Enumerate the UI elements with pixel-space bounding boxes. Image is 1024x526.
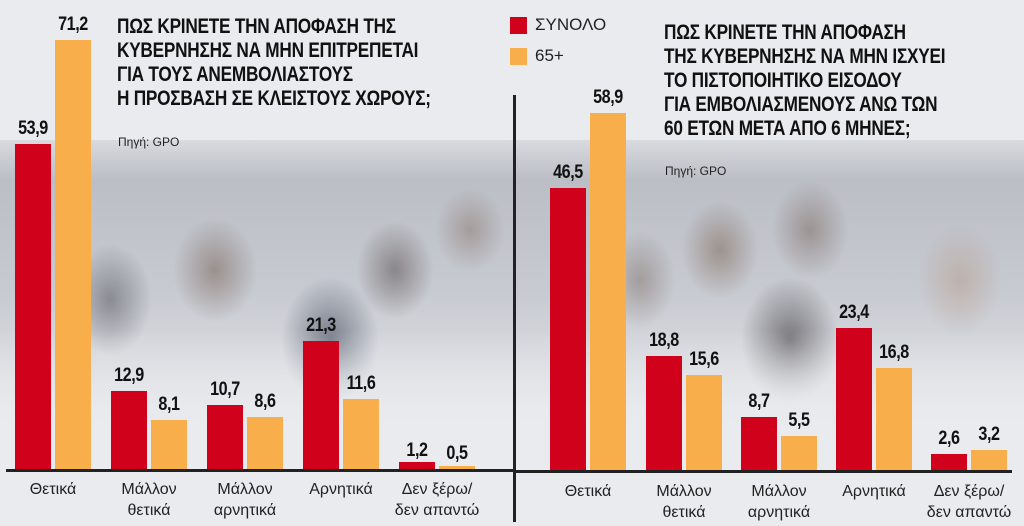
value-label: 11,6: [346, 373, 376, 394]
right-source: Πηγή: GPO: [665, 164, 727, 178]
legend-item-65plus: 65+: [510, 44, 606, 68]
value-label: 16,8: [879, 342, 909, 363]
legend: ΣΥΝΟΛΟ 65+: [510, 13, 606, 75]
photo-fade-top: [0, 120, 1024, 180]
value-label: 71,2: [58, 14, 88, 35]
bar-65-den-xero: [439, 466, 475, 469]
left-chart-title: ΠΩΣ ΚΡΙΝΕΤΕ ΤΗΝ ΑΠΟΦΑΣΗ ΤΗΣ ΚΥΒΕΡΝΗΣΗΣ Ν…: [117, 15, 431, 111]
bar-total-mallon-arnitika: [741, 417, 777, 470]
left-source: Πηγή: GPO: [118, 135, 180, 149]
bar-65-thetika: [590, 113, 626, 470]
title-line: ΓΙΑ ΕΜΒΟΛΙΑΣΜΕΝΟΥΣ ΑΝΩ ΤΩΝ: [664, 93, 938, 116]
bar-65-mallon-thetika: [686, 375, 722, 470]
value-label: 8,7: [748, 391, 770, 412]
category-label: Αρνητικά: [309, 481, 373, 498]
value-label: 5,5: [788, 410, 810, 431]
category-label: Μάλλον αρνητικά: [747, 483, 811, 521]
category-label: Δεν ξέρω/δεν απαντώ: [926, 483, 1012, 521]
category-label: Αρνητικά: [842, 483, 906, 500]
value-label: 58,9: [593, 87, 623, 108]
title-line: 60 ΕΤΩΝ ΜΕΤΑ ΑΠΟ 6 ΜΗΝΕΣ;: [664, 117, 911, 140]
bar-65-mallon-arnitika: [247, 417, 283, 469]
title-line: ΚΥΒΕΡΝΗΣΗΣ ΝΑ ΜΗΝ ΕΠΙΤΡΕΠΕΤΑΙ: [117, 39, 419, 62]
bar-total-den-xero: [399, 462, 435, 469]
bar-total-mallon-arnitika: [207, 405, 243, 469]
category-label: Θετικά: [564, 483, 612, 500]
value-label: 21,3: [306, 315, 336, 336]
value-label: 12,9: [114, 365, 144, 386]
value-label: 8,1: [158, 394, 180, 415]
right-chart-title: ΠΩΣ ΚΡΙΝΕΤΕ ΤΗΝ ΑΠΟΦΑΣΗ ΤΗΣ ΚΥΒΕΡΝΗΣΗΣ Ν…: [664, 21, 946, 141]
bar-65-den-xero: [971, 450, 1007, 470]
value-label: 18,8: [649, 330, 679, 351]
value-label: 8,6: [254, 391, 276, 412]
value-label: 46,5: [553, 162, 583, 183]
category-label: Μάλλον αρνητικά: [213, 481, 277, 519]
value-label: 23,4: [839, 302, 869, 323]
bar-total-arnitika: [303, 341, 339, 469]
legend-item-total: ΣΥΝΟΛΟ: [510, 13, 606, 37]
value-label: 0,5: [446, 443, 468, 464]
right-baseline: [516, 470, 1012, 473]
title-line: ΤΟ ΠΙΣΤΟΠΟΙΗΤΙΚΟ ΕΙΣΟΔΟΥ: [664, 69, 902, 92]
category-label: Μάλλον θετικά: [656, 483, 712, 521]
legend-swatch-red: [510, 16, 527, 34]
value-label: 10,7: [210, 379, 240, 400]
title-line: ΠΩΣ ΚΡΙΝΕΤΕ ΤΗΝ ΑΠΟΦΑΣΗ ΤΗΣ: [117, 15, 396, 38]
category-label: Μάλλον θετικά: [121, 481, 177, 519]
title-line: ΠΩΣ ΚΡΙΝΕΤΕ ΤΗΝ ΑΠΟΦΑΣΗ: [664, 21, 906, 44]
legend-label: ΣΥΝΟΛΟ: [535, 15, 607, 34]
title-line: ΤΗΣ ΚΥΒΕΡΝΗΣΗΣ ΝΑ ΜΗΝ ΙΣΧΥΕΙ: [664, 45, 946, 68]
title-line: ΓΙΑ ΤΟΥΣ ΑΝΕΜΒΟΛΙΑΣΤΟΥΣ: [117, 63, 353, 86]
bar-total-mallon-thetika: [111, 391, 147, 469]
legend-label: 65+: [535, 46, 564, 65]
bar-total-mallon-thetika: [646, 356, 682, 470]
left-baseline: [6, 469, 516, 472]
bar-total-arnitika: [836, 328, 872, 470]
bar-65-arnitika: [876, 368, 912, 470]
chart-divider: [513, 95, 516, 522]
category-label: Δεν ξέρω/δεν απαντώ: [394, 481, 480, 519]
value-label: 3,2: [978, 424, 1000, 445]
value-label: 15,6: [689, 349, 719, 370]
bar-65-thetika: [55, 40, 91, 469]
bar-65-mallon-arnitika: [781, 436, 817, 470]
bar-65-arnitika: [343, 399, 379, 469]
legend-swatch-orange: [510, 47, 527, 65]
value-label: 53,9: [18, 118, 48, 139]
bar-65-mallon-thetika: [151, 420, 187, 469]
bar-total-den-xero: [931, 454, 967, 470]
value-label: 2,6: [938, 428, 960, 449]
bar-total-thetika: [15, 144, 51, 469]
title-line: Η ΠΡΟΣΒΑΣΗ ΣΕ ΚΛΕΙΣΤΟΥΣ ΧΩΡΟΥΣ;: [117, 87, 431, 110]
value-label: 1,2: [406, 440, 428, 461]
bar-total-thetika: [550, 188, 586, 470]
category-label: Θετικά: [29, 481, 77, 498]
